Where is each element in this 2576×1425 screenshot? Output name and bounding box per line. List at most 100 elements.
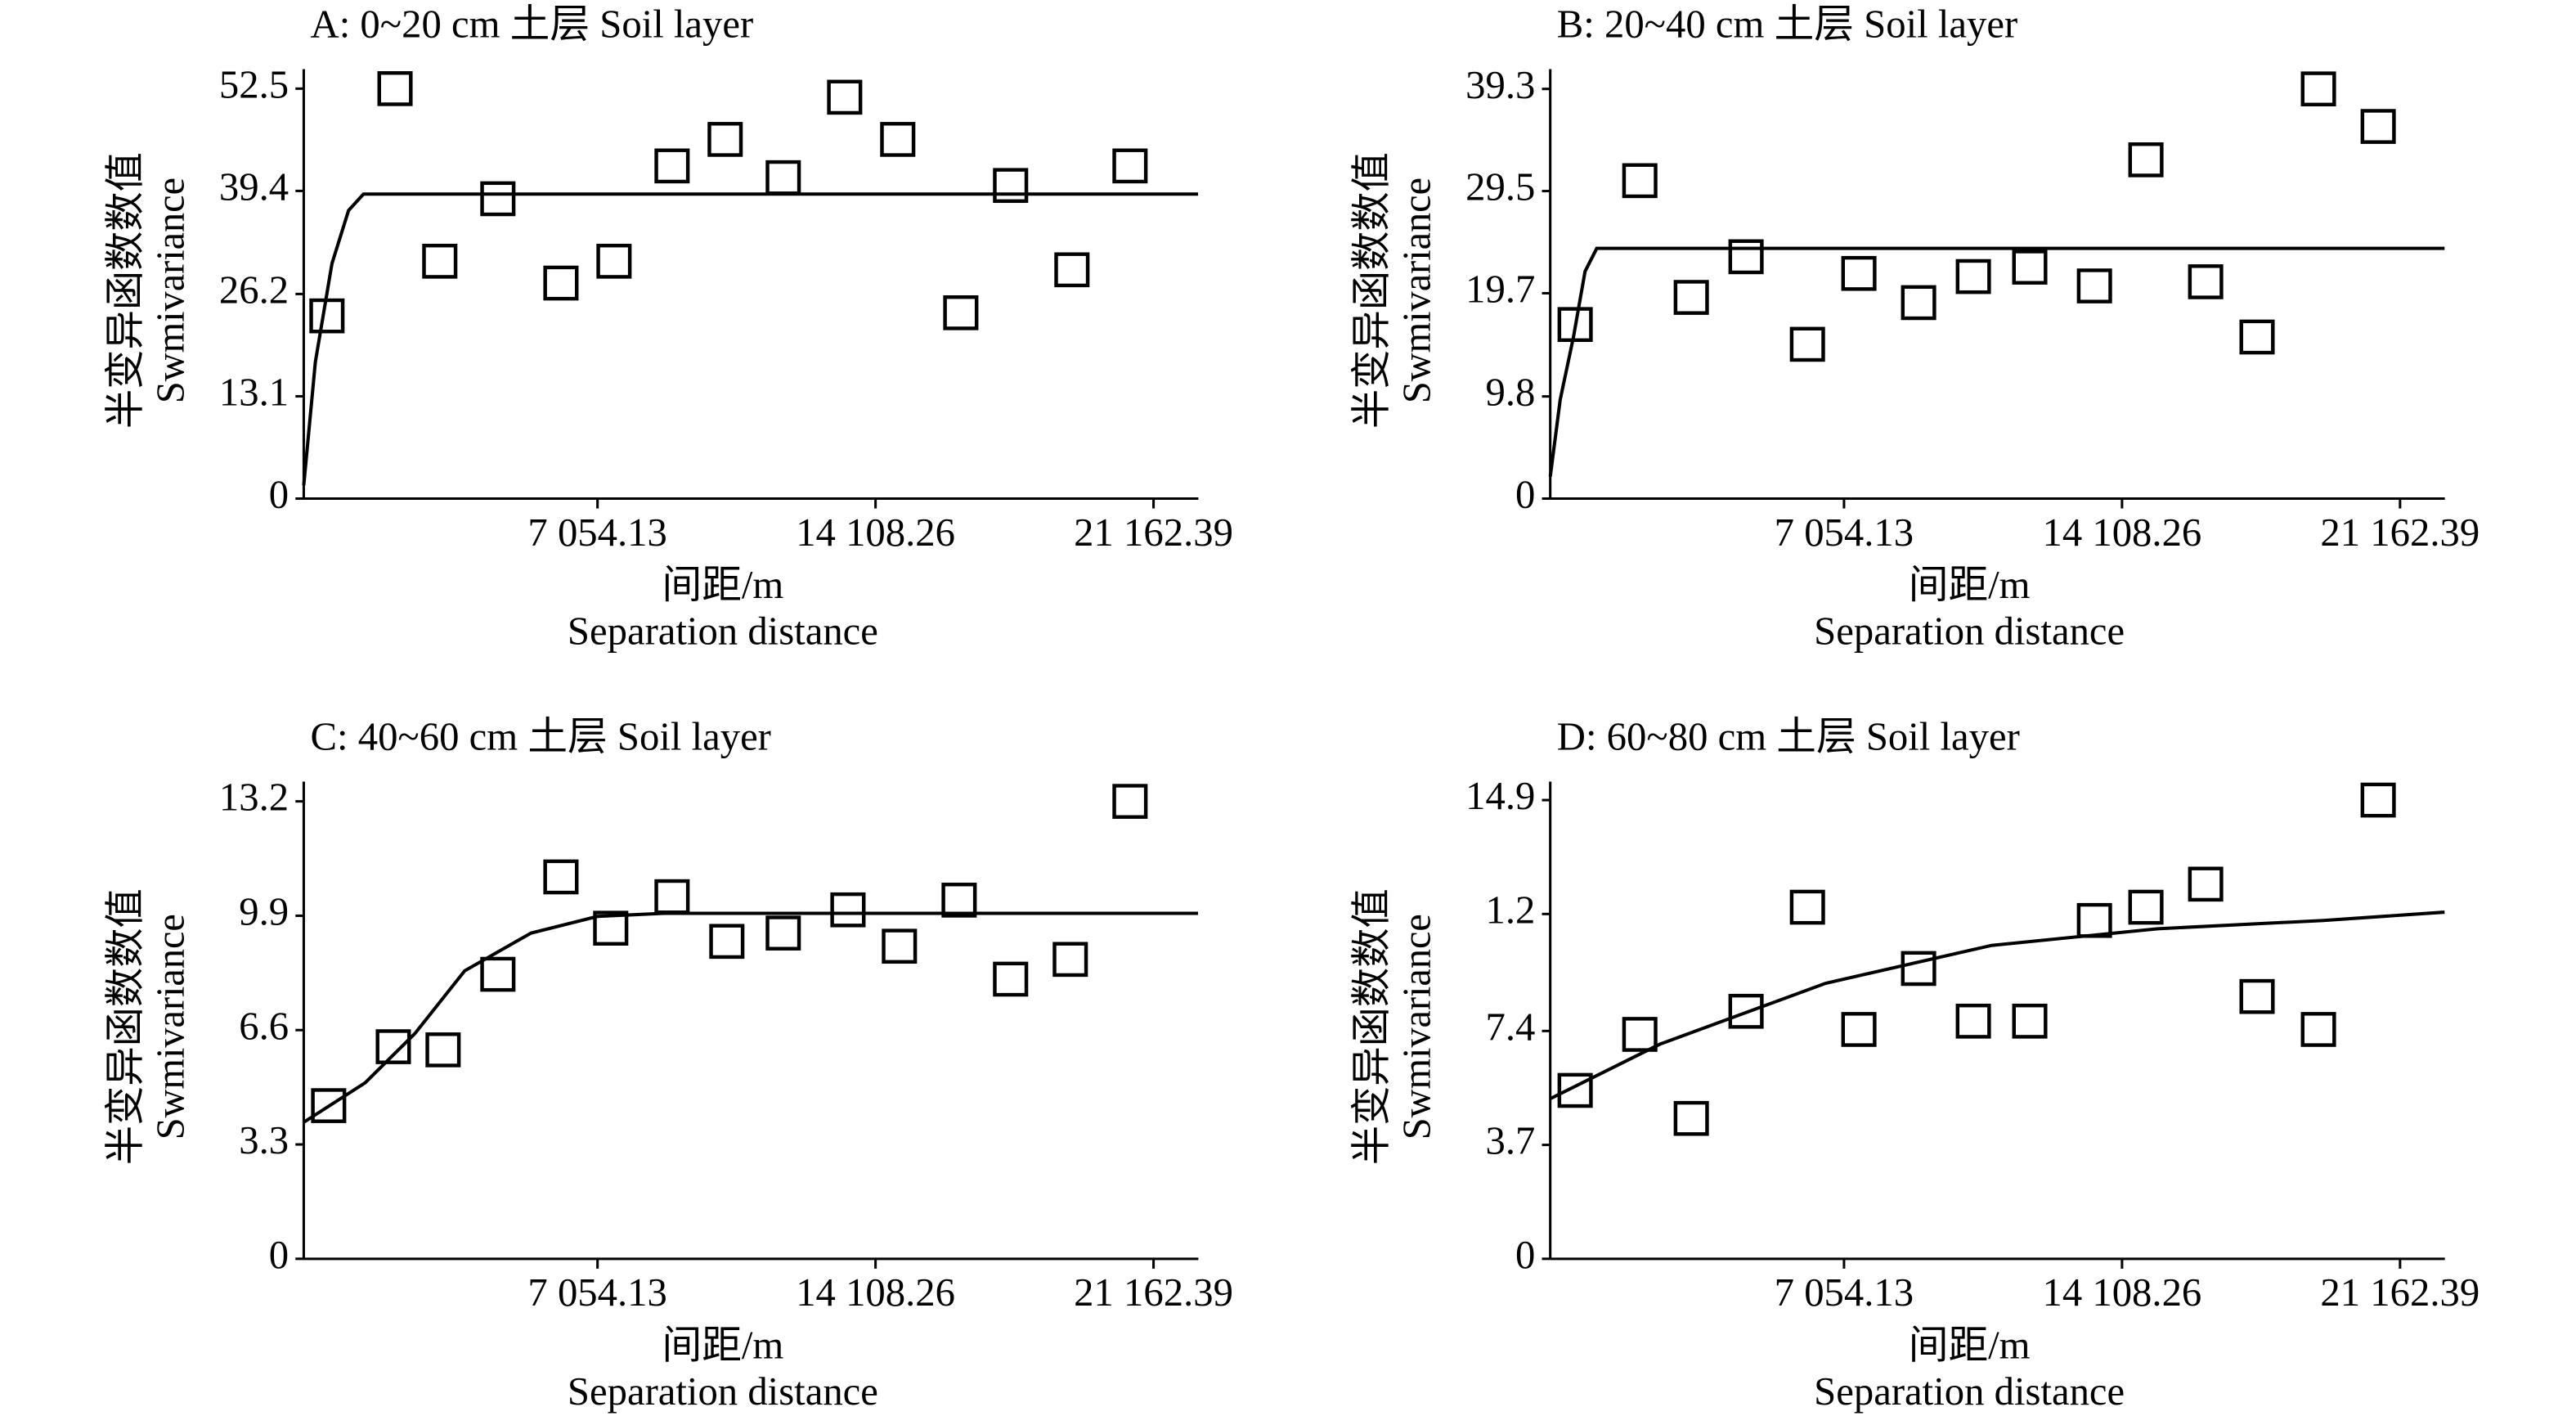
data-point <box>707 122 743 157</box>
x-tick-label: 14 108.26 <box>796 1271 955 1315</box>
data-point <box>1622 163 1658 199</box>
y-tick-label: 9.9 <box>239 891 289 934</box>
x-tick-label: 7 054.13 <box>1775 511 1914 555</box>
y-axis-label: Swmivariance <box>1395 914 1438 1140</box>
y-tick-label: 29.5 <box>1465 166 1535 209</box>
y-tick-label: 3.7 <box>1486 1120 1536 1163</box>
x-tick-label: 21 162.39 <box>2320 1271 2480 1315</box>
y-axis-label: 半变异函数数值 <box>1351 152 1394 429</box>
data-point <box>2188 264 2224 299</box>
data-point <box>765 915 801 951</box>
data-point <box>422 243 458 279</box>
y-axis-label: 半变异函数数值 <box>1351 888 1394 1165</box>
y-tick-label: 6.6 <box>239 1005 289 1048</box>
data-point <box>765 160 801 196</box>
data-point <box>1841 1012 1877 1047</box>
data-point <box>543 265 579 301</box>
data-point <box>830 892 866 928</box>
y-tick-label: 14.9 <box>1465 775 1535 818</box>
x-tick-label: 21 162.39 <box>2320 511 2480 555</box>
y-tick-label: 0 <box>1515 474 1535 517</box>
data-point <box>2360 782 2396 818</box>
data-point <box>1673 1100 1709 1136</box>
data-point <box>941 883 977 918</box>
data-point <box>827 79 863 115</box>
fit-line <box>1549 910 2445 1100</box>
data-point <box>1622 1017 1658 1052</box>
x-tick-label: 21 162.39 <box>1074 1271 1233 1315</box>
data-point <box>654 879 690 915</box>
y-tick-label: 13.2 <box>219 776 289 820</box>
y-tick-label: 39.4 <box>219 166 289 209</box>
y-tick-label: 0 <box>269 474 289 517</box>
data-point <box>1955 258 1991 294</box>
y-axis-label: 半变异函数数值 <box>104 152 147 429</box>
data-point <box>375 1029 411 1064</box>
data-point <box>993 961 1029 997</box>
y-tick-label: 0 <box>269 1234 289 1277</box>
chart-title: B: 20~40 cm 土层 Soil layer <box>1557 2 2017 46</box>
y-tick-label: 3.3 <box>239 1119 289 1162</box>
data-point <box>880 122 916 157</box>
x-tick-label: 14 108.26 <box>2042 511 2201 555</box>
data-point <box>654 148 690 184</box>
data-point <box>2188 866 2224 902</box>
y-tick-label: 13.1 <box>219 371 289 415</box>
data-point <box>1955 1003 1991 1039</box>
data-point <box>2128 889 2164 925</box>
data-point <box>2076 902 2112 938</box>
x-axis-label: 间距/m <box>1909 564 2031 607</box>
data-point <box>543 859 579 895</box>
data-point <box>2300 1012 2336 1047</box>
chart-title: A: 0~20 cm 土层 Soil layer <box>311 2 754 46</box>
fit-line <box>302 192 1199 486</box>
x-axis-label: 间距/m <box>1909 1324 2031 1368</box>
data-point <box>480 181 516 217</box>
x-axis-label: Separation distance <box>1814 610 2125 654</box>
data-point <box>480 956 516 992</box>
data-point <box>1557 307 1593 343</box>
x-axis-label: Separation distance <box>1814 1370 2125 1414</box>
x-tick-label: 7 054.13 <box>527 1271 666 1315</box>
data-point <box>993 168 1029 204</box>
chart-title: C: 40~60 cm 土层 Soil layer <box>311 715 771 758</box>
data-point <box>943 294 979 330</box>
data-point <box>596 243 632 279</box>
x-axis-label: 间距/m <box>662 564 783 607</box>
data-point <box>2360 109 2396 144</box>
x-axis-label: Separation distance <box>568 1370 878 1414</box>
data-point <box>1112 148 1148 184</box>
data-point <box>1901 951 1936 987</box>
x-tick-label: 14 108.26 <box>796 511 955 555</box>
data-point <box>1054 252 1090 288</box>
x-tick-label: 14 108.26 <box>2042 1271 2201 1315</box>
data-point <box>1557 1072 1593 1108</box>
y-tick-label: 19.7 <box>1465 268 1535 312</box>
x-tick-label: 7 054.13 <box>1775 1271 1914 1315</box>
data-point <box>1901 285 1936 321</box>
x-tick-label: 7 054.13 <box>527 511 666 555</box>
data-point <box>593 910 629 946</box>
x-axis-label: Separation distance <box>568 610 878 654</box>
data-point <box>1673 280 1709 315</box>
data-point <box>1728 993 1764 1029</box>
data-point <box>2128 142 2164 178</box>
data-point <box>309 298 345 334</box>
data-point <box>311 1088 347 1123</box>
y-axis-label: Swmivariance <box>1395 178 1438 403</box>
y-tick-label: 26.2 <box>219 269 289 312</box>
y-axis-label: Swmivariance <box>149 178 192 403</box>
data-point <box>1789 889 1825 925</box>
data-point <box>1789 326 1825 362</box>
data-point <box>2239 319 2275 355</box>
data-point <box>425 1032 461 1068</box>
data-point <box>2239 978 2275 1014</box>
y-axis-label: 半变异函数数值 <box>104 888 147 1165</box>
y-tick-label: 52.5 <box>219 64 289 107</box>
x-axis-label: 间距/m <box>662 1324 783 1368</box>
y-tick-label: 1.2 <box>1486 889 1536 933</box>
y-tick-label: 7.4 <box>1486 1006 1536 1050</box>
x-tick-label: 21 162.39 <box>1074 511 1233 555</box>
